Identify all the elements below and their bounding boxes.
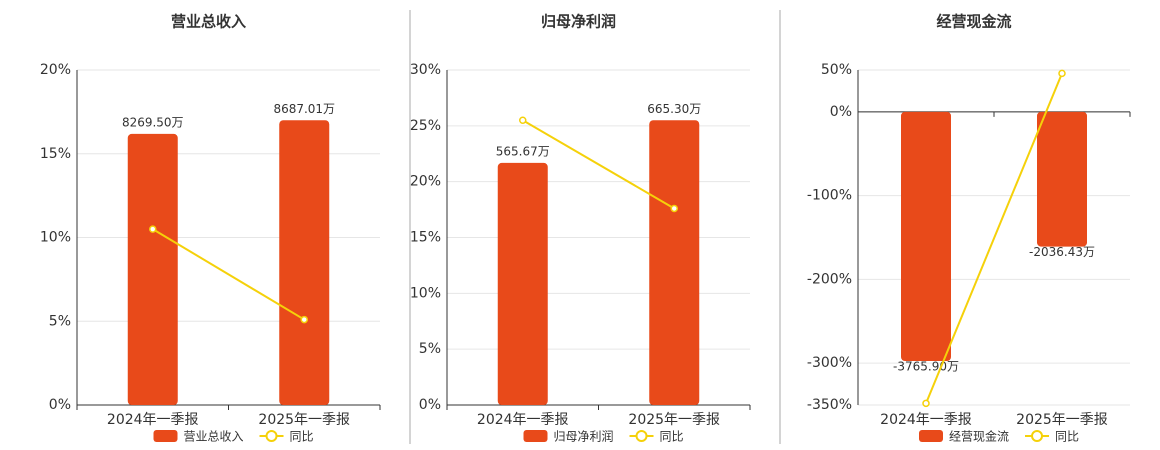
line-point — [922, 399, 930, 408]
y-tick-label: 0% — [49, 397, 71, 413]
legend-label: 同比 — [660, 430, 684, 444]
line-point — [519, 116, 527, 124]
bar — [1037, 111, 1087, 247]
value-label: -2036.43万 — [1029, 245, 1095, 259]
y-tick-label: -100% — [807, 188, 852, 204]
legend-label: 归母净利润 — [554, 430, 614, 444]
y-tick-label: 0% — [830, 104, 852, 120]
y-tick-label: -300% — [807, 355, 852, 371]
line-point — [670, 204, 678, 213]
y-tick-label: 0% — [419, 397, 441, 413]
x-tick-label: 2025年一季报 — [1016, 412, 1108, 428]
y-tick-label: 50% — [821, 62, 852, 78]
chart-title: 营业总收入 — [171, 13, 246, 31]
value-label: 8269.50万 — [122, 115, 184, 129]
bar — [901, 111, 951, 362]
bar — [127, 133, 178, 405]
legend-label: 同比 — [1055, 430, 1079, 444]
legend-label: 营业总收入 — [184, 430, 244, 444]
chart-title: 经营现金流 — [936, 13, 1011, 31]
line — [522, 119, 675, 210]
x-tick-label: 2024年一季报 — [880, 412, 972, 428]
legend-swatch — [635, 430, 648, 442]
value-label: 565.67万 — [496, 144, 550, 158]
legend-swatch — [523, 430, 548, 442]
y-tick-label: 10% — [410, 285, 441, 301]
legend-swatch — [153, 430, 178, 442]
bar — [497, 162, 548, 405]
x-tick-label: 2025年一季报 — [628, 412, 720, 428]
legend-label: 经营现金流 — [949, 429, 1009, 444]
value-label: -3765.90万 — [893, 360, 959, 374]
y-tick-label: 5% — [49, 313, 71, 329]
bar — [279, 120, 330, 405]
legend-swatch — [1031, 430, 1044, 442]
y-tick-label: 20% — [40, 62, 71, 78]
value-label: 8687.01万 — [273, 102, 335, 116]
y-tick-label: 5% — [419, 341, 441, 357]
y-tick-label: 15% — [40, 146, 71, 162]
x-tick-label: 2024年一季报 — [107, 412, 199, 428]
x-tick-label: 2024年一季报 — [477, 412, 569, 428]
legend-swatch — [919, 430, 943, 442]
bar — [649, 120, 700, 405]
line — [925, 72, 1063, 404]
y-tick-label: -350% — [807, 397, 852, 413]
y-tick-label: 30% — [410, 62, 441, 78]
line-point — [1058, 69, 1066, 78]
chart-title: 归母净利润 — [541, 13, 616, 31]
y-tick-label: 15% — [410, 230, 441, 246]
legend-swatch — [265, 430, 278, 442]
line-point — [300, 315, 308, 324]
y-tick-label: 20% — [410, 174, 441, 190]
line-point — [149, 225, 157, 233]
y-tick-label: -200% — [807, 271, 852, 287]
x-tick-label: 2025年一季报 — [258, 412, 350, 428]
value-label: 665.30万 — [647, 102, 701, 116]
y-tick-label: 25% — [410, 118, 441, 134]
y-tick-label: 10% — [40, 230, 71, 246]
line — [152, 228, 305, 321]
legend-label: 同比 — [290, 430, 314, 444]
